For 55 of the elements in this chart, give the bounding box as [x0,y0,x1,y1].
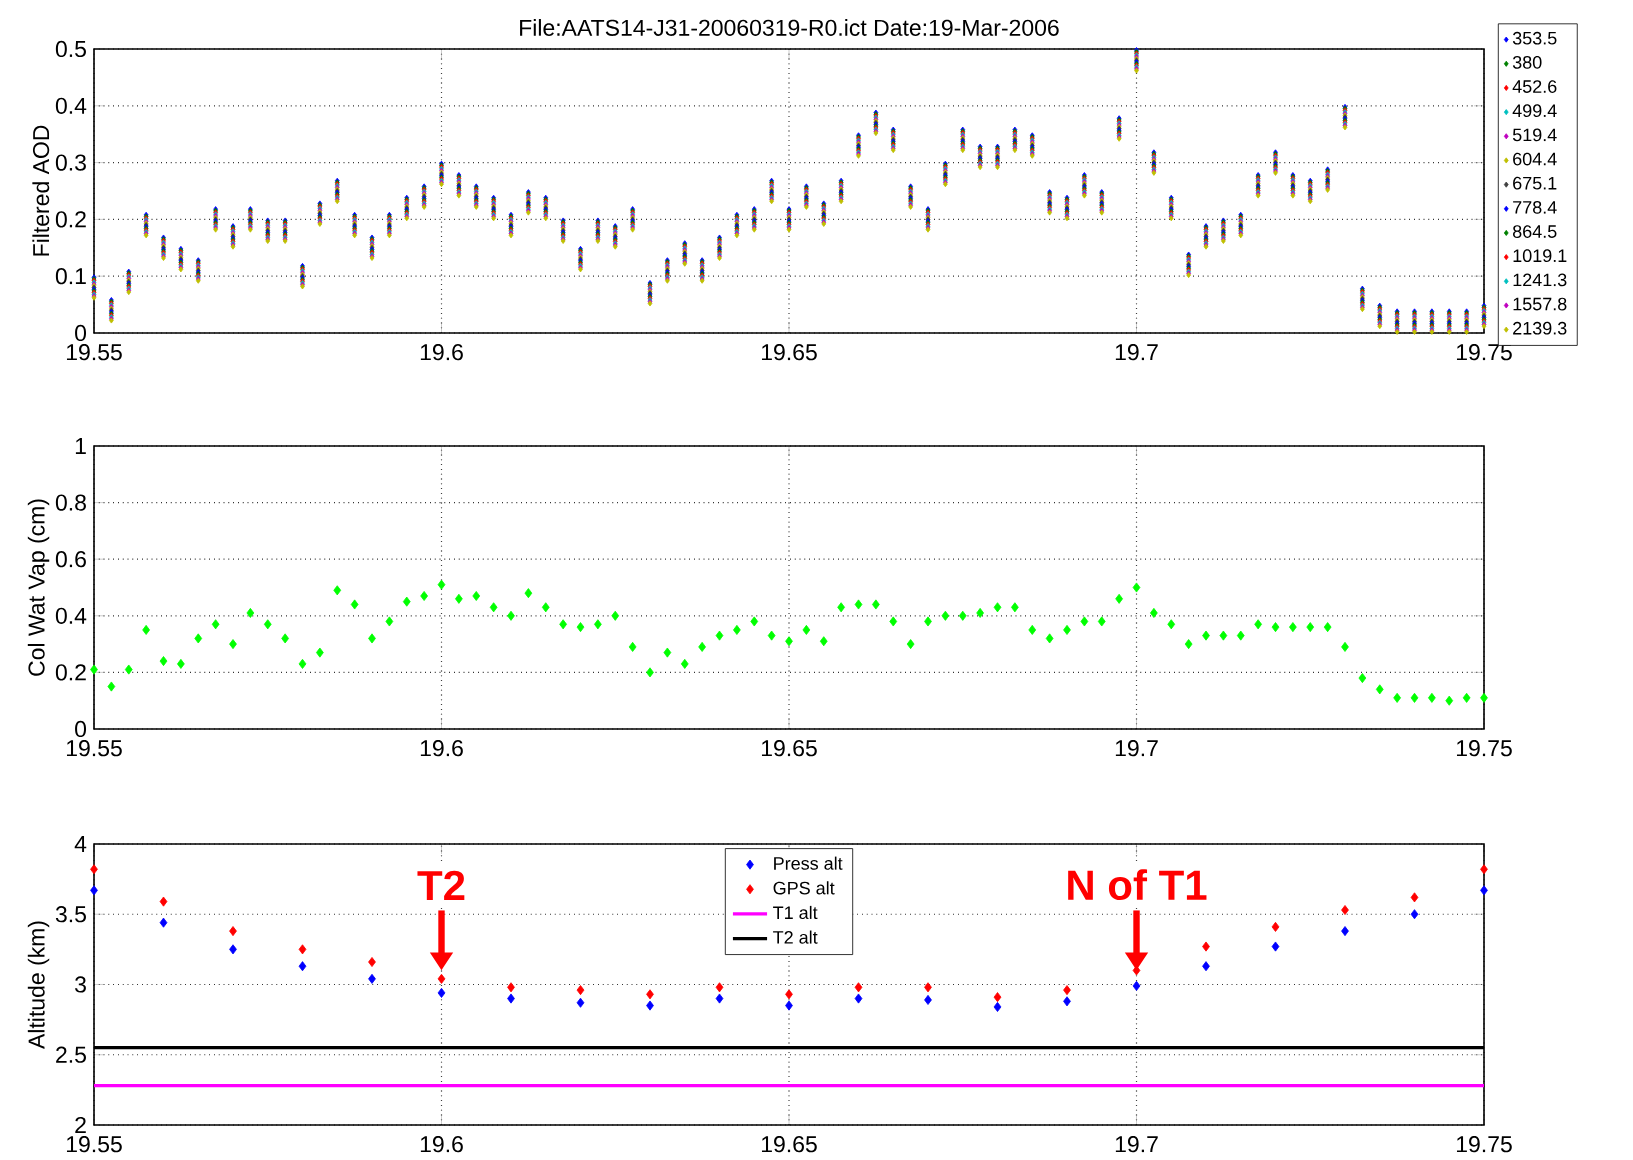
y-tick-label: 3.5 [55,906,86,923]
legend-label: 519.4 [1512,128,1557,142]
x-tick-label: 19.55 [66,740,122,757]
legend-label: 604.4 [1513,152,1557,166]
x-tick-label: 19.65 [761,1136,817,1153]
y-axis-title: Col Wat Vap (cm) [27,499,50,676]
y-tick-label: 0.4 [55,97,87,114]
y-tick-label: 0.2 [55,211,86,228]
y-tick-label: 0.2 [55,664,86,681]
legend-label: 675.1 [1513,176,1557,190]
y-axis-title: Altitude (km) [27,921,50,1049]
annotation: N of T1 [1068,869,1207,901]
x-tick-label: 19.7 [1115,344,1158,361]
legend-label: GPS alt [773,881,835,895]
legend-label: 864.5 [1512,225,1557,238]
x-tick-label: 19.75 [1456,740,1512,757]
legend-label: 380 [1512,55,1542,69]
chart-title: File:AATS14-J31-20060319-R0.ict Date:19-Mar-2006 [520,19,1059,36]
x-tick-label: 19.6 [420,1136,463,1153]
y-axis-title: Filtered AOD [32,125,50,256]
x-tick-label: 19.65 [761,344,817,361]
x-tick-label: 19.7 [1115,1136,1158,1153]
y-tick-label: 1 [75,438,86,454]
x-tick-label: 19.55 [66,344,122,361]
legend-label: 1019.1 [1513,249,1567,263]
legend-label: T2 alt [773,930,818,944]
y-tick-label: 0 [75,324,87,342]
y-tick-label: 0 [75,720,87,738]
x-tick-label: 19.6 [420,740,463,757]
annotation: T2 [417,870,465,901]
y-tick-label: 0.5 [55,40,86,58]
y-tick-label: 3 [75,976,86,993]
x-tick-label: 19.75 [1456,344,1512,361]
legend-label: 1557.8 [1513,297,1567,311]
y-tick-label: 0.6 [55,551,86,568]
y-tick-label: 2.5 [56,1046,86,1063]
legend-label: 2139.3 [1513,321,1567,335]
x-tick-label: 19.55 [66,1136,122,1153]
legend-label: T1 alt [773,905,818,920]
x-tick-label: 19.75 [1456,1136,1512,1153]
y-tick-label: 0.4 [55,607,87,624]
legend-label: 1241.3 [1513,273,1567,287]
legend-label: 452.6 [1512,80,1557,93]
legend-label: 499.4 [1512,104,1557,118]
x-tick-label: 19.7 [1115,740,1158,757]
legend-label: Press alt [774,856,843,870]
y-tick-label: 4 [74,836,87,852]
y-tick-label: 0.3 [55,154,86,171]
y-tick-label: 0.8 [55,494,86,511]
y-tick-label: 0.1 [55,268,86,285]
legend-label: 778.4 [1513,200,1557,214]
x-tick-label: 19.6 [420,344,463,361]
x-tick-label: 19.65 [761,740,817,757]
y-tick-label: 2 [75,1116,86,1134]
legend-label: 353.5 [1512,31,1557,45]
